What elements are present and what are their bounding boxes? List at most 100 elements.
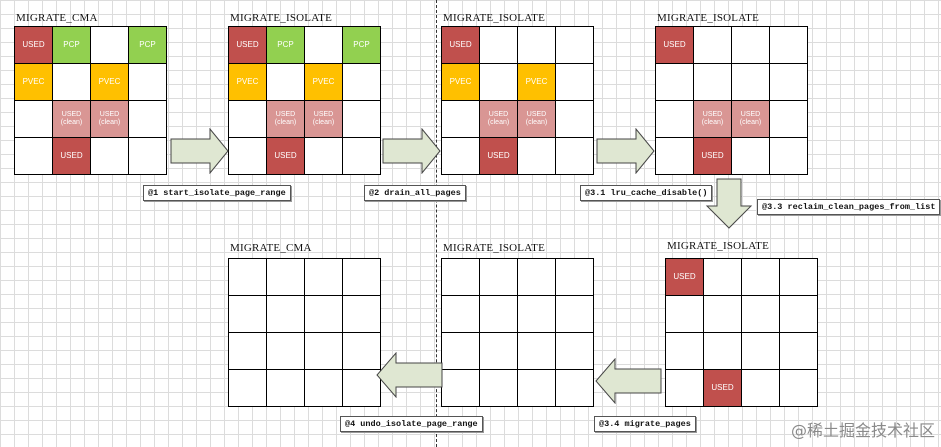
empty-page-cell: [343, 370, 381, 407]
empty-page-cell: [480, 370, 518, 407]
empty-page-cell: [305, 27, 343, 64]
empty-page-cell: [480, 333, 518, 370]
empty-page-cell: [518, 333, 556, 370]
panel-title-4: MIGRATE_ISOLATE: [657, 12, 759, 24]
empty-page-cell: [442, 101, 480, 138]
pcp-page-cell: PCP: [267, 27, 305, 64]
empty-page-cell: [780, 370, 818, 407]
empty-page-cell: [91, 138, 129, 175]
cell-sublabel: (clean): [739, 119, 762, 126]
page-grid: [228, 258, 381, 407]
panel-title-6: MIGRATE_ISOLATE: [443, 242, 545, 254]
empty-page-cell: [732, 27, 770, 64]
used-page-cell: USED: [704, 370, 742, 407]
used-clean-page-cell: USED (clean): [305, 101, 343, 138]
empty-page-cell: [91, 27, 129, 64]
pvec-page-cell: PVEC: [15, 64, 53, 101]
step-label-4: @3.3 reclaim_clean_pages_from_list: [757, 199, 941, 215]
used-clean-page-cell: USED (clean): [53, 101, 91, 138]
dashed-divider: [436, 0, 437, 447]
cell-sublabel: (clean): [701, 119, 724, 126]
empty-page-cell: [770, 101, 808, 138]
empty-page-cell: [694, 27, 732, 64]
right-arrow-2: [382, 128, 441, 174]
empty-page-cell: [480, 27, 518, 64]
empty-page-cell: [780, 296, 818, 333]
used-page-cell: USED: [267, 138, 305, 175]
page-grid: USED PVEC PVEC USED (clean) USED (clean) USED: [441, 26, 594, 175]
empty-page-cell: [480, 64, 518, 101]
empty-page-cell: [305, 296, 343, 333]
empty-page-cell: [770, 27, 808, 64]
empty-page-cell: [732, 64, 770, 101]
used-page-cell: USED: [666, 259, 704, 296]
empty-page-cell: [267, 64, 305, 101]
empty-page-cell: [704, 259, 742, 296]
empty-page-cell: [442, 259, 480, 296]
used-page-cell: USED: [53, 138, 91, 175]
cell-label: USED: [488, 110, 509, 118]
empty-page-cell: [229, 296, 267, 333]
empty-page-cell: [343, 296, 381, 333]
empty-page-cell: [480, 259, 518, 296]
empty-page-cell: [556, 259, 594, 296]
left-arrow-2: [376, 352, 443, 398]
right-arrow-3: [596, 128, 655, 174]
empty-page-cell: [305, 138, 343, 175]
empty-page-cell: [704, 296, 742, 333]
empty-page-cell: [343, 101, 381, 138]
empty-page-cell: [15, 101, 53, 138]
empty-page-cell: [229, 333, 267, 370]
empty-page-cell: [518, 259, 556, 296]
used-page-cell: USED: [694, 138, 732, 175]
cell-label: USED: [526, 110, 547, 118]
empty-page-cell: [556, 27, 594, 64]
cell-label: USED: [740, 110, 761, 118]
empty-page-cell: [305, 259, 343, 296]
empty-page-cell: [15, 138, 53, 175]
empty-page-cell: [129, 64, 167, 101]
empty-page-cell: [343, 333, 381, 370]
empty-page-cell: [780, 259, 818, 296]
step-label-5: @3.4 migrate_pages: [594, 416, 696, 432]
cell-sublabel: (clean): [312, 119, 335, 126]
empty-page-cell: [656, 64, 694, 101]
empty-page-cell: [267, 370, 305, 407]
empty-page-cell: [518, 27, 556, 64]
empty-page-cell: [556, 101, 594, 138]
pvec-page-cell: PVEC: [442, 64, 480, 101]
empty-page-cell: [780, 333, 818, 370]
empty-page-cell: [666, 370, 704, 407]
cell-sublabel: (clean): [487, 119, 510, 126]
empty-page-cell: [742, 259, 780, 296]
empty-page-cell: [518, 296, 556, 333]
empty-page-cell: [53, 64, 91, 101]
empty-page-cell: [343, 64, 381, 101]
empty-page-cell: [732, 138, 770, 175]
step-label-3: @3.1 lru_cache_disable(): [580, 185, 713, 201]
cell-sublabel: (clean): [525, 119, 548, 126]
used-clean-page-cell: USED (clean): [694, 101, 732, 138]
panel-title-1: MIGRATE_CMA: [16, 12, 98, 24]
pvec-page-cell: PVEC: [518, 64, 556, 101]
empty-page-cell: [518, 370, 556, 407]
used-clean-page-cell: USED (clean): [732, 101, 770, 138]
page-grid: USED PCP PCP PVEC PVEC USED (clean) USED (clean)…: [14, 26, 167, 175]
empty-page-cell: [343, 259, 381, 296]
empty-page-cell: [442, 296, 480, 333]
empty-page-cell: [442, 333, 480, 370]
used-page-cell: USED: [480, 138, 518, 175]
used-clean-page-cell: USED (clean): [518, 101, 556, 138]
empty-page-cell: [666, 333, 704, 370]
empty-page-cell: [480, 296, 518, 333]
step-label-1: @1 start_isolate_page_range: [143, 185, 291, 201]
empty-page-cell: [129, 101, 167, 138]
empty-page-cell: [229, 138, 267, 175]
pcp-page-cell: PCP: [343, 27, 381, 64]
cell-label: USED: [61, 110, 82, 118]
page-grid: [441, 258, 594, 407]
cell-sublabel: (clean): [98, 119, 121, 126]
empty-page-cell: [267, 259, 305, 296]
empty-page-cell: [229, 259, 267, 296]
cell-label: USED: [275, 110, 296, 118]
